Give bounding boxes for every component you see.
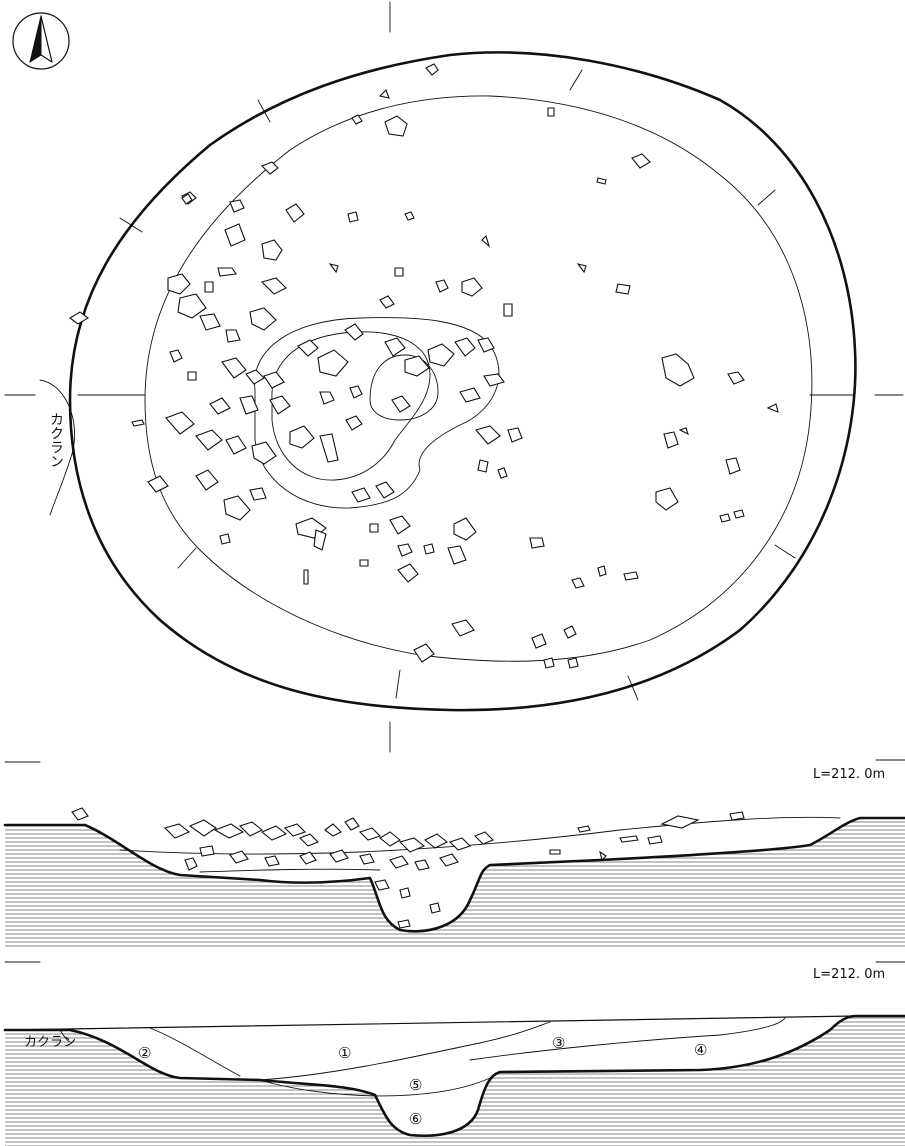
layer-label-1: ① [338, 1044, 351, 1062]
pit-outer-outline [68, 51, 857, 712]
section-b: L=212. 0m カクラン ① ② ③ ④ ⑤ ⑥ [3, 961, 905, 1146]
plan-disturbance-label: カクラン [48, 412, 64, 468]
section-b-profile [3, 1014, 905, 1137]
central-pit-contour [254, 317, 500, 509]
section-b-level-label: L=212. 0m [813, 967, 885, 982]
stone-scatter-plan [69, 63, 779, 669]
layer-label-4: ④ [694, 1041, 707, 1059]
pit-plan: カクラン [4, 1, 904, 753]
layer-label-5: ⑤ [409, 1076, 422, 1094]
pit-floor-outline [144, 95, 813, 662]
section-b-disturbance-label: カクラン [24, 1035, 76, 1050]
section-a-level-label: L=212. 0m [813, 767, 885, 782]
section-a: L=212. 0m [3, 759, 905, 948]
stone-cluster-section-icon [71, 807, 745, 929]
layer-label-3: ③ [552, 1034, 565, 1052]
north-arrow-icon [12, 12, 70, 70]
layer-label-6: ⑥ [409, 1110, 422, 1128]
section-a-profile [3, 816, 905, 933]
layer-label-2: ② [138, 1044, 151, 1062]
